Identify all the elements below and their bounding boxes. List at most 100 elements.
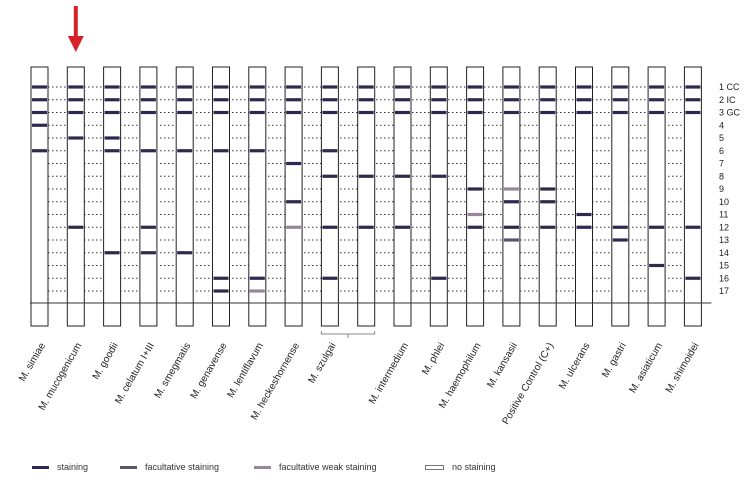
row-label: 15 [719,261,729,271]
legend-label-facultative-staining: facultative staining [145,462,220,472]
band-staining [503,85,519,89]
band-staining [358,85,374,89]
strip-outline [284,66,303,327]
row-label: 8 [719,171,724,181]
band-staining [358,110,374,115]
row-label: 5 [719,133,724,143]
strip-label: M. shimoidei [664,341,702,395]
band-staining [140,98,156,102]
band-staining [503,200,519,204]
strip-label: M. celatum I+III [113,341,157,406]
row-label: 4 [719,120,724,130]
band-staining [395,110,410,115]
band-staining [140,251,156,255]
strip-label: M. goodii [91,341,121,382]
band-staining [104,136,120,140]
band-staining [358,98,374,102]
band-staining [322,85,338,89]
strip-outline [683,66,702,327]
strip-label: M. smegmatis [153,341,194,400]
band-staining [68,136,84,140]
band-staining [68,85,84,89]
band-staining [431,276,447,280]
legend-swatch-facultative-staining [120,465,137,469]
band-staining [213,85,229,89]
band-staining [540,200,556,204]
band-staining [286,161,302,166]
band-staining [540,225,556,229]
band-staining [249,149,265,153]
band-staining [213,98,229,102]
band-staining [249,98,265,102]
band-staining [104,98,120,102]
band-staining [612,110,628,115]
band-facultative-weak-staining [503,187,519,191]
band-staining [685,85,701,89]
strip-outline [647,66,666,327]
band-staining [140,85,156,89]
band-staining [140,225,156,229]
band-staining [177,251,193,255]
band-staining [32,85,47,89]
band-staining [576,212,592,217]
band-staining [140,110,156,115]
band-staining [431,174,447,178]
strip-outline [538,66,557,327]
band-staining [395,174,410,178]
row-label: 14 [719,248,729,258]
band-staining [649,85,665,89]
band-staining [322,98,338,102]
strip-outline [320,66,339,327]
band-staining [177,98,193,102]
row-label: 12 [719,222,729,232]
band-staining [286,110,302,115]
strip-outline [466,66,485,327]
band-staining [649,110,665,115]
row-label: 11 [719,210,728,220]
band-staining [177,149,193,153]
band-staining [649,225,665,229]
band-staining [68,110,84,115]
legend-item-facultative-staining: facultative staining [120,462,219,472]
strip-outline [248,66,267,327]
band-staining [213,110,229,115]
band-staining [685,225,701,229]
band-staining [467,225,483,229]
strip-outline [212,66,230,327]
band-staining [467,110,483,115]
band-staining [104,85,120,89]
row-label: 3 GC [719,108,741,118]
band-staining [649,263,665,268]
strip-outline [393,66,412,327]
band-staining [576,110,592,115]
band-staining [286,200,302,204]
strip-label: M. szulgai [306,341,338,385]
legend-item-facultative-weak-staining: facultative weak staining [254,462,377,472]
band-staining [503,98,519,102]
band-staining [104,110,120,115]
band-staining [32,149,47,153]
strip-label: M. gastri [600,341,629,380]
row-label: 7 [719,159,724,169]
strip-label: M. genavense [189,341,230,401]
strip-label: M. intermedium [367,341,411,406]
band-staining [467,187,483,191]
band-staining [576,98,592,102]
strip-label: M. simiae [17,341,48,384]
strip-label: M. phlei [420,341,447,377]
band-staining [322,110,338,115]
band-staining [322,225,338,229]
strip-outline [611,66,630,327]
band-facultative-weak-staining [249,289,265,293]
legend-item-staining: staining [32,462,88,472]
band-staining [503,110,519,115]
band-staining [649,98,665,102]
band-staining [540,85,556,89]
strip-label: M. lentiflavum [226,341,266,400]
strip-outline [175,66,194,327]
strip-diagram: 1 CC 2 IC 3 GC 4 5 6 7 8 9 10 11 12 13 14 15 16 17 M. sim… [17,6,741,427]
band-staining [104,251,120,255]
strip-pair-bracket [320,331,376,338]
legend-swatch-no-staining [425,464,444,470]
band-staining [213,149,229,153]
